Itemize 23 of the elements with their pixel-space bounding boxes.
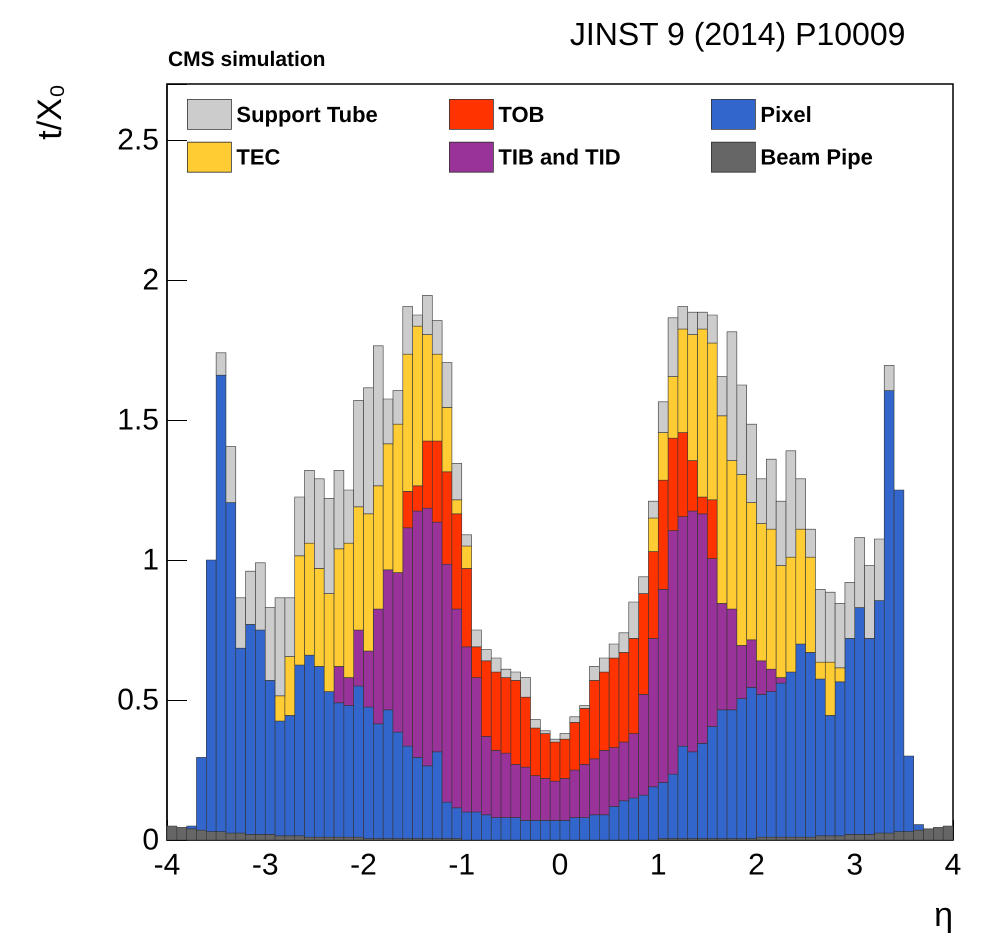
x-tick-label: -3 [252, 848, 279, 882]
x-tick-label: 1 [650, 848, 667, 882]
x-tick-label: -2 [350, 848, 377, 882]
x-tick-label: -1 [448, 848, 476, 882]
y-tick-label: 0.5 [117, 684, 159, 716]
legend-label: TEC [236, 144, 281, 170]
legend-label: Beam Pipe [760, 144, 873, 170]
text: JINST 9 (2014) P10009 [570, 16, 906, 52]
x-axis-title: η [934, 896, 953, 934]
x-tick-label: 0 [552, 848, 568, 882]
legend-label: Support Tube [236, 102, 378, 127]
y-tick-label: 2.5 [117, 124, 159, 156]
y-tick-label: 2 [142, 264, 159, 296]
y-tick-label: 1 [142, 544, 159, 576]
chart-title: CMS simulation [168, 48, 326, 71]
legend-label: Pixel [760, 102, 812, 127]
x-tick-label: 2 [748, 848, 765, 882]
legend-label: TOB [498, 102, 544, 127]
legend-label: TIB and TID [498, 144, 621, 170]
x-tick-label: 4 [944, 848, 962, 882]
y-tick-label: 1.5 [117, 404, 159, 436]
y-axis-title: t/X₀ [31, 84, 69, 140]
x-tick-label: 3 [846, 848, 864, 882]
